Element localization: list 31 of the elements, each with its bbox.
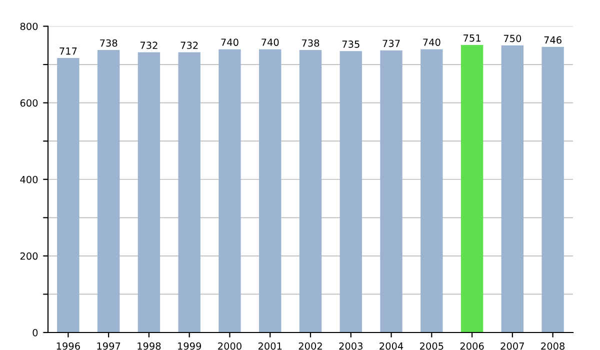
data-label: 740 — [262, 38, 279, 46]
data-label: 746 — [544, 36, 562, 44]
x-tick-label: 1997 — [97, 342, 120, 350]
x-tick-label: 2005 — [420, 342, 444, 350]
x-tick-label: 2007 — [500, 342, 524, 350]
x-tick-label: 2003 — [339, 342, 362, 350]
data-label: 735 — [342, 40, 360, 48]
x-tick-label: 2008 — [541, 342, 565, 350]
data-label: 738 — [100, 39, 118, 47]
data-label: 740 — [221, 38, 238, 46]
x-tick-label: 1998 — [138, 342, 161, 350]
x-tick-label: 1996 — [56, 342, 80, 350]
data-label: 750 — [504, 34, 522, 42]
x-tick-label: 2004 — [380, 342, 404, 350]
x-tick-label: 2002 — [298, 342, 322, 350]
data-label: 732 — [180, 42, 198, 50]
y-tick-label: 200 — [20, 252, 38, 260]
y-tick-label: 400 — [20, 176, 38, 184]
y-tick-label: 0 — [32, 328, 38, 336]
y-tick-label: 800 — [20, 22, 38, 30]
x-tick-label: 2006 — [460, 342, 484, 350]
data-label: 737 — [382, 40, 400, 48]
x-tick-label: 1999 — [178, 342, 202, 350]
data-label: 732 — [140, 42, 158, 50]
data-label: 738 — [302, 39, 320, 47]
data-label: 740 — [423, 38, 440, 46]
data-label: 717 — [60, 48, 77, 55]
x-tick-label: 2001 — [258, 342, 282, 350]
data-label: 751 — [464, 34, 480, 42]
y-tick-label: 600 — [20, 99, 38, 107]
x-tick-label: 2000 — [218, 342, 242, 350]
